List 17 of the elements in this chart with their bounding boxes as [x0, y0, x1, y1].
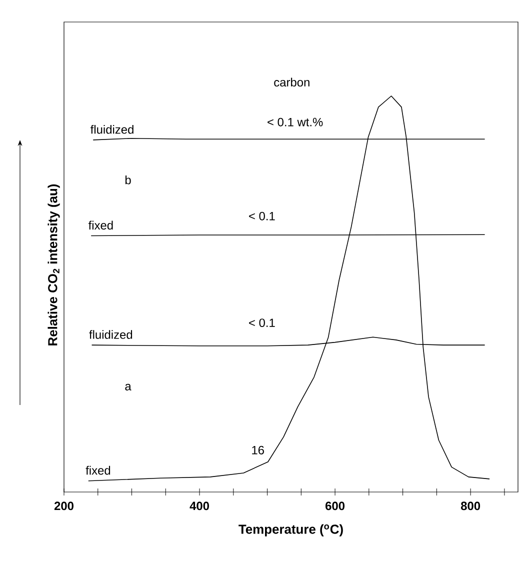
text: carbon — [274, 78, 310, 87]
x-tick-label: 600 — [326, 502, 345, 510]
series-label: fixed — [86, 466, 110, 475]
annotation: 16 — [252, 446, 264, 454]
annotation: < 0.1 — [249, 318, 275, 328]
x-axis-title: Temperature ($^{o}$C) — [238, 524, 343, 536]
series-label: fixed — [88, 220, 113, 230]
x-tick-label: 200 — [54, 502, 74, 510]
annotation: b — [125, 176, 131, 184]
series-label: fluidized — [90, 124, 134, 134]
y-axis-title: Relative CO$_{2}$ intensity (au) — [48, 184, 60, 346]
annotation: < 0.1 — [249, 212, 275, 220]
annotation: a — [125, 384, 132, 390]
annotation: < 0.1 wt.% — [268, 118, 323, 126]
series-label: fluidized — [89, 330, 132, 339]
x-tick-label: 800 — [460, 502, 480, 510]
x-tick-label: 400 — [190, 502, 209, 510]
